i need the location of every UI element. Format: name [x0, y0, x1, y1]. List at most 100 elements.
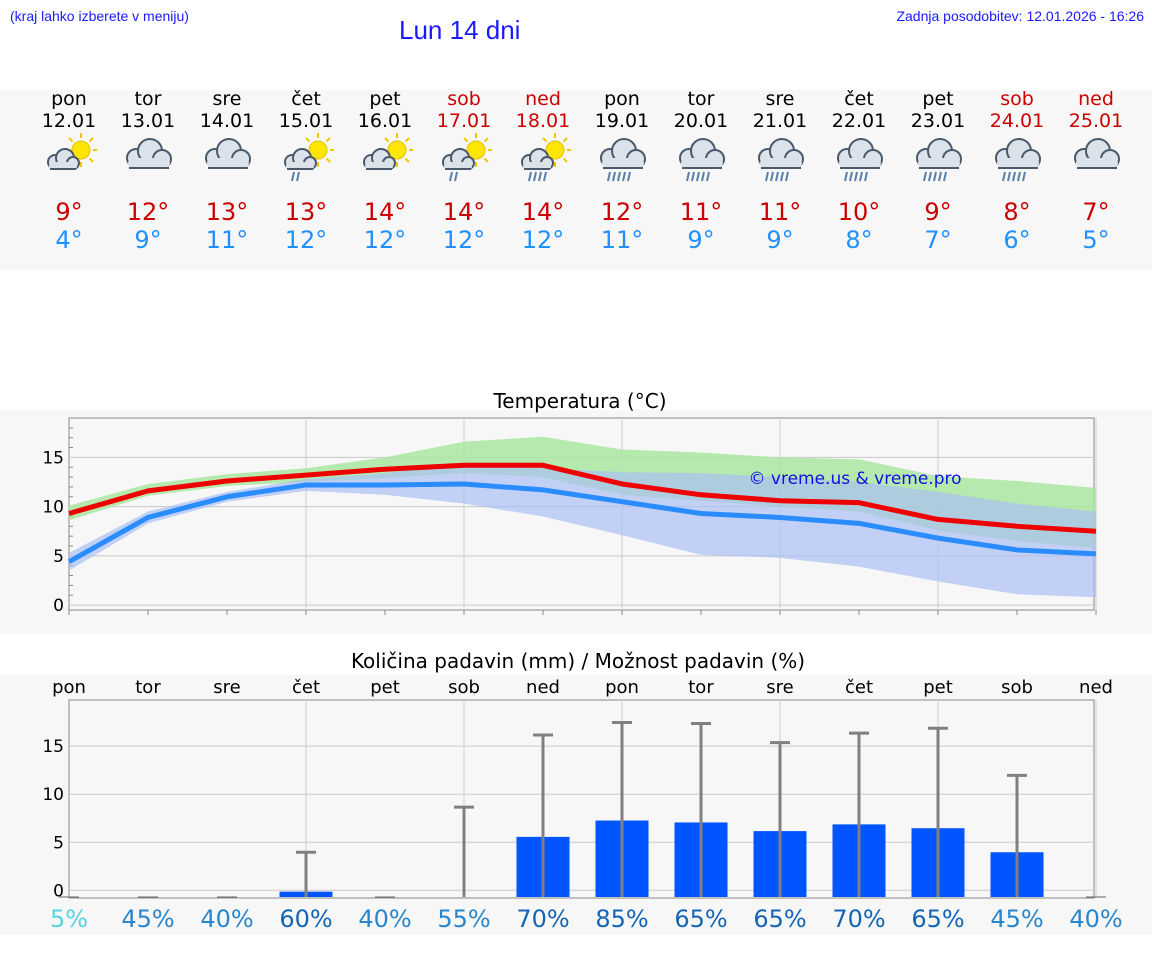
precip-probability: 40% [200, 905, 253, 933]
min-temp: 12° [284, 226, 328, 254]
cloud-rain-icon [916, 138, 962, 182]
max-temp: 12° [126, 198, 170, 226]
max-temp-band [69, 436, 1096, 548]
min-temp: 12° [363, 226, 407, 254]
precip-day-label: tor [688, 677, 714, 698]
partly-sunny-cloud-icon [47, 133, 97, 170]
min-temp: 9° [766, 226, 794, 254]
day-name: tor [134, 88, 162, 110]
precip-day-label: sre [213, 677, 240, 698]
min-temp: 11° [205, 226, 249, 254]
forecast-strip [0, 90, 1152, 270]
precip-day-label: pet [923, 677, 953, 698]
max-temp: 9° [924, 198, 952, 226]
day-name: čet [291, 88, 321, 110]
day-date: 24.01 [989, 110, 1045, 132]
y-tick-label: 5 [53, 833, 64, 853]
precip-probability: 40% [1069, 905, 1122, 933]
min-temp: 9° [687, 226, 715, 254]
day-date: 19.01 [594, 110, 650, 132]
day-name: pon [51, 88, 87, 110]
precipitation-chart-title: Količina padavin (mm) / Možnost padavin … [351, 649, 805, 673]
precip-probability: 5% [50, 905, 88, 933]
max-temp: 14° [521, 198, 565, 226]
precip-probability: 70% [516, 905, 569, 933]
precip-probability: 65% [674, 905, 727, 933]
day-date: 25.01 [1068, 110, 1124, 132]
day-date: 17.01 [436, 110, 492, 132]
cloud-rain-icon [679, 138, 725, 182]
min-temp: 4° [55, 226, 83, 254]
sun-cloud-light-rain-icon [284, 133, 334, 182]
max-temp: 7° [1082, 198, 1110, 226]
min-temp: 6° [1003, 226, 1031, 254]
max-temp: 12° [600, 198, 644, 226]
cloud-rain-icon [837, 138, 883, 182]
max-temp-line [68, 462, 1097, 534]
day-date: 21.01 [752, 110, 808, 132]
min-temp-line [67, 481, 1097, 564]
day-date: 15.01 [278, 110, 334, 132]
day-date: 23.01 [910, 110, 966, 132]
day-date: 13.01 [120, 110, 176, 132]
cloud-rain-icon [995, 138, 1041, 182]
cloudy-icon [205, 138, 251, 169]
temperature-chart-title: Temperatura (°C) [492, 389, 666, 413]
y-tick-label: 10 [42, 498, 64, 518]
precip-day-label: čet [292, 677, 320, 698]
precip-probability: 85% [595, 905, 648, 933]
precip-probability: 55% [437, 905, 490, 933]
precip-day-label: čet [845, 677, 873, 698]
day-name: čet [844, 88, 874, 110]
min-temp: 8° [845, 226, 873, 254]
max-temp: 14° [442, 198, 486, 226]
max-temp: 14° [363, 198, 407, 226]
precip-day-label: ned [526, 677, 560, 698]
precip-probability: 45% [990, 905, 1043, 933]
cloudy-icon [126, 138, 172, 169]
precip-day-label: pet [370, 677, 400, 698]
precip-probability: 65% [753, 905, 806, 933]
min-temp: 12° [442, 226, 486, 254]
day-name: pet [922, 88, 954, 110]
cloudy-icon [1074, 138, 1120, 169]
max-temp: 9° [55, 198, 83, 226]
day-date: 18.01 [515, 110, 571, 132]
precip-day-label: pon [52, 677, 86, 698]
day-name: ned [1078, 88, 1114, 110]
day-name: sre [212, 88, 242, 110]
location-hint: (kraj lahko izberete v meniju) [10, 8, 189, 24]
precip-probability: 40% [358, 905, 411, 933]
precip-day-label: pon [605, 677, 639, 698]
max-temp: 13° [205, 198, 249, 226]
max-temp: 13° [284, 198, 328, 226]
precip-probability: 45% [121, 905, 174, 933]
y-tick-label: 10 [42, 785, 64, 805]
max-temp: 10° [837, 198, 881, 226]
min-temp-band [69, 464, 1096, 598]
min-temp: 9° [134, 226, 162, 254]
min-temp: 5° [1082, 226, 1110, 254]
cloud-rain-icon [600, 138, 646, 182]
min-temp: 11° [600, 226, 644, 254]
day-name: sre [765, 88, 795, 110]
precipitation-chart: Količina padavin (mm) / Možnost padavin … [42, 649, 1122, 933]
y-tick-label: 15 [42, 448, 64, 468]
precip-day-label: tor [135, 677, 161, 698]
day-date: 16.01 [357, 110, 413, 132]
max-temp: 11° [679, 198, 723, 226]
cloud-rain-icon [758, 138, 804, 182]
max-temp: 8° [1003, 198, 1031, 226]
temperature-chart: Temperatura (°C) 0 5 10 15 © vreme.us & vrem… [42, 389, 1097, 616]
precip-day-label: sob [448, 677, 480, 698]
day-date: 22.01 [831, 110, 887, 132]
precip-probability: 65% [911, 905, 964, 933]
page-title: Lun 14 dni [399, 15, 521, 45]
min-temp: 12° [521, 226, 565, 254]
last-update: Zadnja posodobitev: 12.01.2026 - 16:26 [896, 8, 1144, 24]
y-tick-label: 0 [53, 881, 64, 901]
min-temp: 7° [924, 226, 952, 254]
max-temp: 11° [758, 198, 802, 226]
sun-cloud-rain-icon [521, 133, 571, 182]
day-date: 14.01 [199, 110, 255, 132]
